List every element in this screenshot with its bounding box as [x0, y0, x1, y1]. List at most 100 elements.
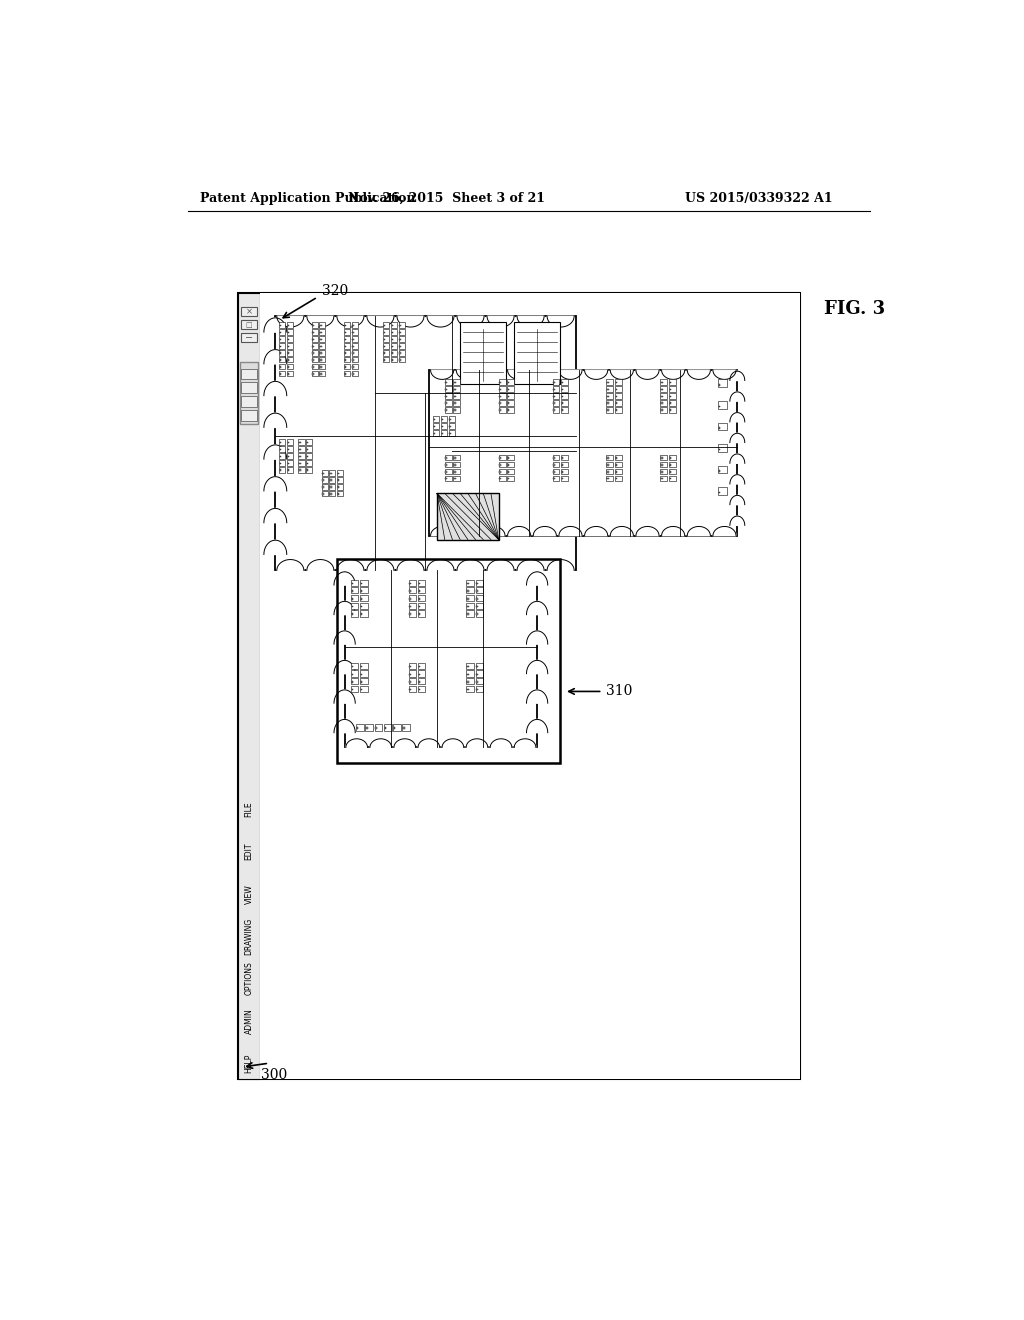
Bar [606, 455, 613, 461]
Bar [287, 446, 293, 451]
Polygon shape [457, 560, 484, 570]
Bar [606, 400, 613, 405]
Text: VIEW: VIEW [245, 884, 254, 904]
Bar [561, 407, 568, 412]
Bar [337, 484, 343, 490]
Polygon shape [514, 739, 536, 747]
Bar [670, 471, 671, 473]
Polygon shape [517, 317, 544, 327]
Bar [352, 331, 354, 333]
Bar [306, 446, 312, 451]
Bar [399, 346, 400, 347]
Bar [562, 471, 563, 473]
Bar [351, 671, 358, 677]
Bar [670, 478, 671, 479]
Polygon shape [526, 631, 548, 644]
Polygon shape [730, 454, 744, 463]
Polygon shape [466, 739, 487, 747]
Bar [356, 725, 364, 730]
Bar [307, 449, 308, 450]
Bar [345, 325, 346, 326]
Bar [312, 367, 313, 368]
Bar [418, 603, 425, 609]
Bar [500, 403, 501, 404]
Bar [242, 396, 257, 407]
Polygon shape [534, 370, 556, 379]
Bar [376, 727, 377, 729]
Bar [299, 449, 301, 450]
Bar [399, 352, 400, 354]
Bar [444, 475, 452, 480]
Bar [445, 471, 447, 473]
Bar [507, 387, 514, 392]
Bar [288, 462, 289, 465]
Bar [553, 475, 559, 480]
Text: FILE: FILE [245, 801, 254, 817]
Polygon shape [264, 413, 287, 428]
Polygon shape [508, 527, 530, 536]
Bar [287, 440, 293, 445]
Bar [476, 582, 478, 585]
Bar [508, 381, 509, 383]
Bar [391, 359, 393, 360]
Text: 300: 300 [261, 1068, 288, 1081]
Bar [360, 582, 362, 585]
Bar [719, 384, 720, 385]
Bar [606, 462, 613, 467]
Bar [670, 388, 671, 391]
Bar [383, 322, 389, 327]
Polygon shape [397, 560, 424, 570]
Polygon shape [526, 690, 548, 704]
Bar [345, 331, 346, 333]
Text: −: − [245, 333, 253, 343]
Text: EDIT: EDIT [245, 842, 254, 861]
Bar [553, 381, 555, 383]
Polygon shape [394, 739, 416, 747]
Bar [366, 725, 373, 730]
Bar [475, 579, 483, 586]
Bar [553, 393, 559, 399]
Bar [398, 358, 404, 363]
Bar [280, 462, 282, 465]
Bar [419, 606, 420, 607]
Bar [507, 407, 514, 412]
Bar [445, 457, 447, 459]
Bar [410, 614, 411, 615]
Bar [561, 400, 568, 405]
Bar [322, 491, 328, 496]
Bar [360, 579, 368, 586]
Bar [454, 407, 460, 412]
Bar [444, 387, 452, 392]
Bar [391, 346, 393, 347]
Bar [280, 374, 282, 375]
Bar [419, 665, 420, 668]
Bar [322, 478, 328, 483]
Polygon shape [730, 516, 744, 525]
Bar [410, 665, 411, 668]
Bar [615, 457, 617, 459]
Bar [360, 614, 362, 615]
Polygon shape [264, 477, 287, 491]
Bar [287, 461, 293, 466]
Polygon shape [610, 370, 634, 379]
Bar [287, 453, 293, 459]
Bar [280, 440, 286, 445]
Bar [312, 339, 313, 341]
Bar [507, 379, 514, 385]
Bar [441, 433, 443, 434]
Bar [669, 393, 676, 399]
Bar [410, 681, 411, 682]
Bar [330, 494, 332, 495]
Polygon shape [526, 719, 548, 733]
Bar [662, 388, 663, 391]
Bar [322, 470, 328, 475]
Bar [280, 343, 286, 348]
Bar [669, 379, 676, 385]
Bar [383, 330, 389, 335]
Polygon shape [687, 527, 711, 536]
Bar [614, 393, 622, 399]
Bar [360, 671, 368, 677]
Bar [449, 430, 455, 436]
Bar [467, 689, 469, 690]
Polygon shape [431, 370, 454, 379]
